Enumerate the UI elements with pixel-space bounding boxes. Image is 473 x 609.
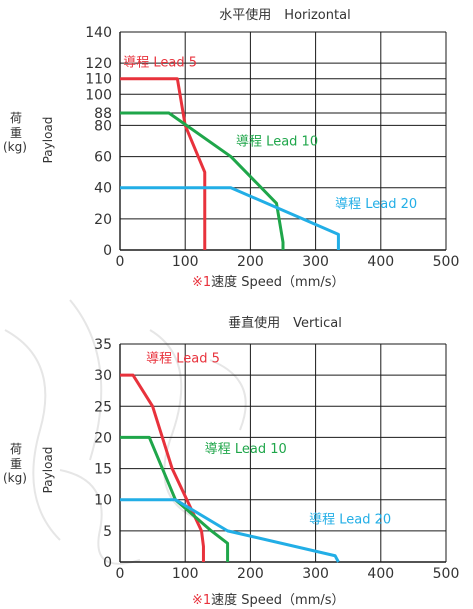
chart-title: 垂直使用 Vertical [228,315,342,331]
xlabel-note: ※1 [192,593,211,608]
ylabel-en: Payload [41,447,55,494]
y-tick-label: 35 [94,337,112,353]
series-label-lead-20: 導程 Lead 20 [335,197,417,212]
x-tick-label: 200 [237,254,264,270]
ylabel-cn-1: 荷 [10,111,22,125]
xlabel-text: 速度 Speed（mm/s） [211,274,344,290]
series-label-lead-10: 導程 Lead 10 [236,135,318,150]
x-tick-label: 100 [172,566,199,582]
y-axis-label: 荷 重 (kg) Payload [3,442,55,493]
watermark [4,299,247,565]
x-tick-label: 0 [116,254,125,270]
x-tick-label: 300 [302,254,329,270]
series-line-lead-5 [120,77,207,250]
y-tick-label: 5 [103,524,112,540]
y-tick-label: 88 [94,106,112,122]
series-line-lead-10 [120,435,230,562]
y-tick-label: 25 [94,399,112,415]
series-label-lead-10: 導程 Lead 10 [205,442,287,457]
x-axis-label: ※1速度 Speed（mm/s） [192,274,345,290]
y-tick-label: 0 [103,243,112,259]
y-tick-label: 120 [85,56,112,72]
y-tick-label: 20 [94,212,112,228]
x-tick-label: 400 [367,566,394,582]
series-line-lead-20 [120,498,340,563]
series-label-lead-20: 導程 Lead 20 [309,512,391,527]
series-label-lead-5: 導程 Lead 5 [146,352,220,367]
y-tick-label: 100 [85,87,112,103]
series-group: 導程 Lead 5 導程 Lead 10 導程 Lead 20 [120,55,417,250]
chart-title: 水平使用 Horizontal [219,7,350,23]
y-tick-label: 20 [94,430,112,446]
x-tick-label: 500 [433,566,460,582]
ylabel-cn-2: 重 [10,126,22,140]
ylabel-en: Payload [41,117,55,164]
svg-text:※1速度 Speed（mm/s）: ※1速度 Speed（mm/s） [192,274,345,290]
y-tick-label: 110 [85,72,112,88]
y-axis-label: 荷 重 (kg) Payload [3,111,55,163]
y-tick-label: 140 [85,25,112,41]
xlabel-text: 速度 Speed（mm/s） [211,592,344,608]
grid [119,343,447,563]
y-tick-label: 15 [94,462,112,478]
y-tick-label: 60 [94,150,112,166]
y-tick-label: 30 [94,368,112,384]
svg-text:※1速度 Speed（mm/s）: ※1速度 Speed（mm/s） [192,592,345,608]
x-tick-label: 200 [237,566,264,582]
y-tick-label: 10 [94,493,112,509]
x-tick-label: 500 [433,254,460,270]
x-tick-label: 300 [302,566,329,582]
y-tick-label: 80 [94,118,112,134]
ylabel-cn-3: (kg) [3,471,27,485]
series-group: 導程 Lead 5 導程 Lead 10 導程 Lead 20 [120,352,391,563]
y-tick-label: 40 [94,181,112,197]
series-line-lead-5 [120,373,205,562]
tick-labels: 0 100 200 300 400 500 0 5 10 15 20 25 30 35 [94,337,459,582]
x-tick-label: 400 [367,254,394,270]
xlabel-note: ※1 [192,275,211,290]
ylabel-cn-3: (kg) [3,140,27,154]
ylabel-cn-2: 重 [10,457,22,471]
ylabel-cn-1: 荷 [10,442,22,456]
series-label-lead-5: 導程 Lead 5 [123,55,197,70]
grid [119,31,447,251]
series-line-lead-20 [120,186,340,250]
x-tick-label: 100 [172,254,199,270]
series-line-lead-10 [120,111,285,250]
y-tick-label: 0 [103,555,112,571]
x-tick-label: 0 [116,566,125,582]
x-axis-label: ※1速度 Speed（mm/s） [192,592,345,608]
